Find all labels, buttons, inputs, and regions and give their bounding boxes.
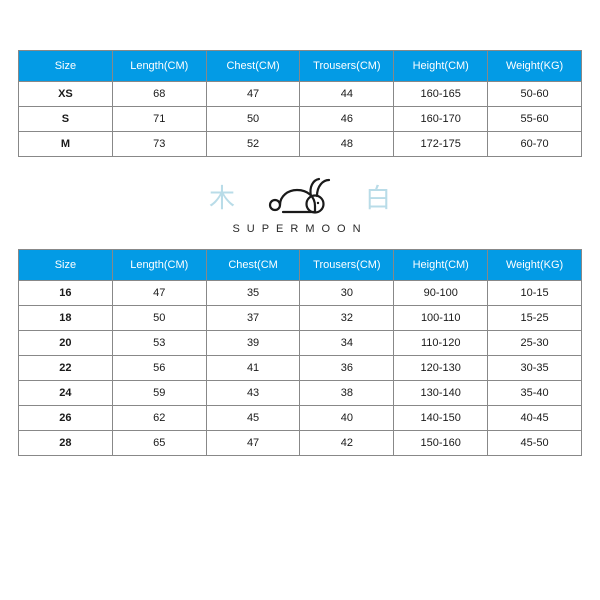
table-cell: 90-100: [394, 281, 488, 306]
table-cell: 26: [19, 406, 113, 431]
table-cell: 41: [206, 356, 300, 381]
table-cell: 62: [112, 406, 206, 431]
kids-size-table-body: 1647353090-10010-1518503732100-11015-252…: [19, 281, 582, 456]
table-cell: 52: [206, 132, 300, 157]
col-length: Length(CM): [112, 51, 206, 82]
table-cell: 40: [300, 406, 394, 431]
table-cell: 10-15: [488, 281, 582, 306]
size-chart-container: Size Length(CM) Chest(CM) Trousers(CM) H…: [10, 20, 590, 466]
table-cell: 130-140: [394, 381, 488, 406]
table-cell: 28: [19, 431, 113, 456]
table-cell: 120-130: [394, 356, 488, 381]
table-cell: 100-110: [394, 306, 488, 331]
table-cell: 55-60: [488, 107, 582, 132]
adult-size-table-body: XS684744160-16550-60S715046160-17055-60M…: [19, 82, 582, 157]
brand-char-right: 白: [365, 178, 391, 215]
col-chest: Chest(CM): [206, 51, 300, 82]
col-size: Size: [19, 51, 113, 82]
table-cell: 47: [112, 281, 206, 306]
table-row: 1647353090-10010-15: [19, 281, 582, 306]
col-weight: Weight(KG): [488, 51, 582, 82]
table-cell: 40-45: [488, 406, 582, 431]
table-cell: 45-50: [488, 431, 582, 456]
col-size: Size: [19, 250, 113, 281]
table-row: 28654742150-16045-50: [19, 431, 582, 456]
table-cell: 37: [206, 306, 300, 331]
table-cell: 43: [206, 381, 300, 406]
rabbit-logo-icon: [261, 175, 339, 217]
brand-name-text: SUPERMOON: [18, 223, 582, 235]
table-cell: 150-160: [394, 431, 488, 456]
table-cell: 46: [300, 107, 394, 132]
table-cell: 48: [300, 132, 394, 157]
table-row: M735248172-17560-70: [19, 132, 582, 157]
table-cell: 59: [112, 381, 206, 406]
table-cell: 71: [112, 107, 206, 132]
table-cell: 50-60: [488, 82, 582, 107]
table-cell: 172-175: [394, 132, 488, 157]
table-cell: 30-35: [488, 356, 582, 381]
table-row: 24594338130-14035-40: [19, 381, 582, 406]
table-cell: 35-40: [488, 381, 582, 406]
table-cell: 30: [300, 281, 394, 306]
table-cell: 140-150: [394, 406, 488, 431]
col-height: Height(CM): [394, 250, 488, 281]
brand-logo-row: 木 白: [18, 175, 582, 217]
table-row: 26624540140-15040-45: [19, 406, 582, 431]
table-cell: 50: [112, 306, 206, 331]
col-length: Length(CM): [112, 250, 206, 281]
table-cell: XS: [19, 82, 113, 107]
table-row: S715046160-17055-60: [19, 107, 582, 132]
adult-size-table: Size Length(CM) Chest(CM) Trousers(CM) H…: [18, 50, 582, 157]
table-cell: 20: [19, 331, 113, 356]
kids-size-table: Size Length(CM) Chest(CM Trousers(CM) He…: [18, 249, 582, 456]
table-row: 18503732100-11015-25: [19, 306, 582, 331]
table-cell: 65: [112, 431, 206, 456]
brand-char-left: 木: [209, 178, 235, 215]
table-cell: 38: [300, 381, 394, 406]
table-cell: 50: [206, 107, 300, 132]
table-cell: 47: [206, 82, 300, 107]
table-cell: 25-30: [488, 331, 582, 356]
table-cell: 44: [300, 82, 394, 107]
table-cell: S: [19, 107, 113, 132]
table-cell: 110-120: [394, 331, 488, 356]
table-header-row: Size Length(CM) Chest(CM Trousers(CM) He…: [19, 250, 582, 281]
table-row: 20533934110-12025-30: [19, 331, 582, 356]
brand-block: 木 白 SUPERMOON: [18, 157, 582, 249]
table-cell: 39: [206, 331, 300, 356]
table-cell: 15-25: [488, 306, 582, 331]
col-chest: Chest(CM: [206, 250, 300, 281]
table-cell: 47: [206, 431, 300, 456]
table-cell: 18: [19, 306, 113, 331]
table-cell: 32: [300, 306, 394, 331]
col-trousers: Trousers(CM): [300, 250, 394, 281]
table-cell: 60-70: [488, 132, 582, 157]
col-height: Height(CM): [394, 51, 488, 82]
table-cell: 73: [112, 132, 206, 157]
table-cell: 34: [300, 331, 394, 356]
table-cell: 53: [112, 331, 206, 356]
table-cell: 36: [300, 356, 394, 381]
table-cell: 160-165: [394, 82, 488, 107]
table-cell: M: [19, 132, 113, 157]
table-cell: 160-170: [394, 107, 488, 132]
table-cell: 35: [206, 281, 300, 306]
col-weight: Weight(KG): [488, 250, 582, 281]
table-cell: 68: [112, 82, 206, 107]
col-trousers: Trousers(CM): [300, 51, 394, 82]
table-row: XS684744160-16550-60: [19, 82, 582, 107]
table-row: 22564136120-13030-35: [19, 356, 582, 381]
table-cell: 56: [112, 356, 206, 381]
table-cell: 24: [19, 381, 113, 406]
table-header-row: Size Length(CM) Chest(CM) Trousers(CM) H…: [19, 51, 582, 82]
table-cell: 22: [19, 356, 113, 381]
table-cell: 42: [300, 431, 394, 456]
table-cell: 16: [19, 281, 113, 306]
table-cell: 45: [206, 406, 300, 431]
